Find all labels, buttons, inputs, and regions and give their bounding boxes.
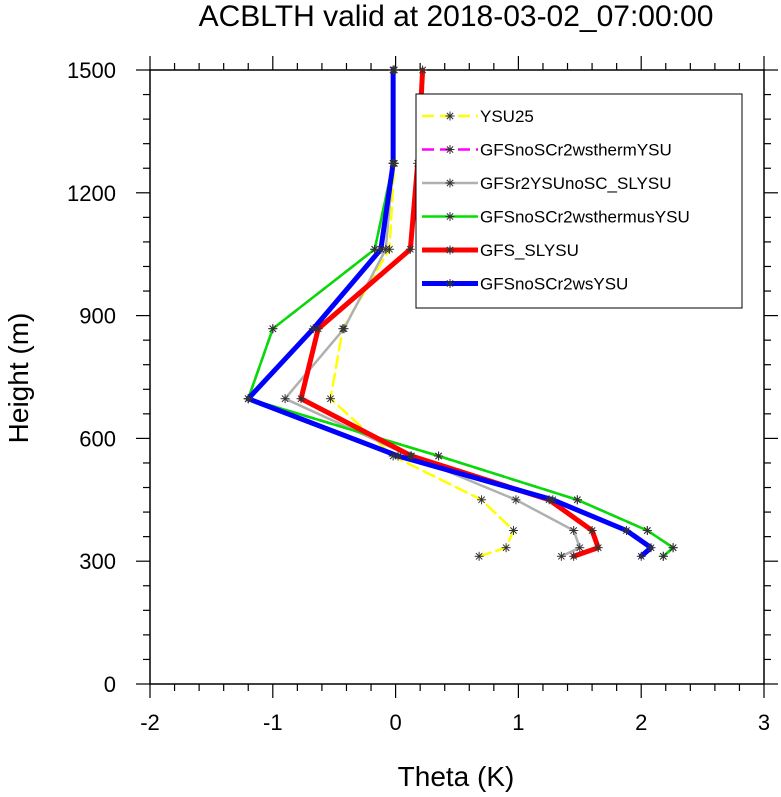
x-tick-label: 2 bbox=[635, 710, 647, 735]
legend: YSU25 GFSnoSCr2wsthermYSU GFSr2YSUnoSC_SLY… bbox=[415, 93, 743, 309]
series-marker-4 bbox=[296, 394, 306, 404]
series-marker-5 bbox=[388, 158, 398, 168]
series-marker-4 bbox=[418, 65, 428, 75]
legend-marker bbox=[445, 111, 455, 121]
series-marker-0 bbox=[388, 451, 398, 461]
series-marker-3 bbox=[434, 451, 444, 461]
series-marker-3 bbox=[642, 526, 652, 535]
plot-border bbox=[149, 69, 765, 685]
x-tick-label: 1 bbox=[512, 710, 524, 735]
legend-marker bbox=[445, 245, 455, 255]
x-tick-label: 0 bbox=[389, 710, 401, 735]
plot-frame bbox=[136, 56, 778, 698]
series-marker-2 bbox=[339, 324, 349, 334]
series-line-5 bbox=[245, 67, 654, 559]
series-marker-4 bbox=[405, 244, 415, 254]
series-marker-5 bbox=[636, 551, 646, 561]
legend-label: GFSnoSCr2wsthermusYSU bbox=[480, 208, 690, 227]
legend-marker bbox=[445, 279, 455, 288]
series-marker-3 bbox=[268, 324, 278, 334]
legend-label: YSU25 bbox=[480, 107, 534, 126]
chart-title: ACBLTH valid at 2018-03-02_07:00:00 bbox=[199, 0, 714, 33]
y-tick-label: 600 bbox=[79, 426, 116, 451]
series-marker-0 bbox=[477, 495, 487, 505]
series-marker-4 bbox=[593, 543, 603, 553]
series-marker-4 bbox=[407, 451, 417, 461]
series-marker-5 bbox=[376, 244, 386, 254]
series-marker-2 bbox=[575, 543, 585, 553]
series-marker-2 bbox=[569, 526, 579, 535]
series-marker-0 bbox=[508, 526, 518, 535]
tick-labels: -2 -1 0 1 2 3 0 300 600 900 1200 1500 bbox=[67, 58, 770, 735]
series-marker-2 bbox=[280, 394, 290, 404]
legend-label: GFSnoSCr2wsthermYSU bbox=[480, 141, 672, 160]
series-marker-5 bbox=[548, 495, 558, 505]
legend-marker bbox=[445, 145, 455, 154]
x-axis-label: Theta (K) bbox=[398, 761, 515, 792]
series-marker-5 bbox=[308, 324, 318, 334]
legend-label: GFS_SLYSU bbox=[480, 241, 579, 260]
y-tick-label: 1200 bbox=[67, 181, 116, 206]
series-marker-5 bbox=[388, 65, 398, 75]
series-line-3 bbox=[246, 68, 675, 558]
series-marker-4 bbox=[313, 324, 323, 334]
series-line-0 bbox=[329, 68, 515, 558]
series-marker-5 bbox=[393, 451, 403, 461]
x-tick-label: 3 bbox=[758, 710, 770, 735]
series-line-4 bbox=[298, 67, 601, 559]
series-lines bbox=[243, 65, 678, 561]
series-marker-3 bbox=[658, 551, 668, 561]
series-marker-5 bbox=[621, 526, 631, 535]
legend-label: GFSr2YSUnoSC_SLYSU bbox=[480, 174, 671, 193]
series-marker-3 bbox=[572, 495, 582, 505]
x-tick-label: -2 bbox=[140, 710, 160, 735]
series-marker-4 bbox=[569, 551, 579, 561]
series-marker-0 bbox=[501, 543, 511, 553]
series-marker-5 bbox=[243, 394, 253, 404]
series-marker-2 bbox=[511, 495, 521, 505]
series-marker-3 bbox=[668, 543, 678, 553]
series-marker-0 bbox=[326, 394, 336, 404]
series-marker-0 bbox=[474, 551, 484, 561]
legend-marker bbox=[445, 178, 455, 188]
y-tick-label: 1500 bbox=[67, 58, 116, 83]
series-marker-2 bbox=[556, 551, 566, 561]
legend-label: GFSnoSCr2wsYSU bbox=[480, 275, 628, 294]
series-marker-4 bbox=[587, 526, 597, 535]
x-tick-label: -1 bbox=[263, 710, 283, 735]
y-tick-label: 0 bbox=[104, 672, 116, 697]
y-axis-label: Height (m) bbox=[3, 313, 34, 444]
y-tick-label: 900 bbox=[79, 304, 116, 329]
legend-marker bbox=[445, 212, 455, 221]
legend-box bbox=[415, 93, 743, 309]
series-marker-5 bbox=[646, 543, 656, 553]
y-tick-label: 300 bbox=[79, 549, 116, 574]
